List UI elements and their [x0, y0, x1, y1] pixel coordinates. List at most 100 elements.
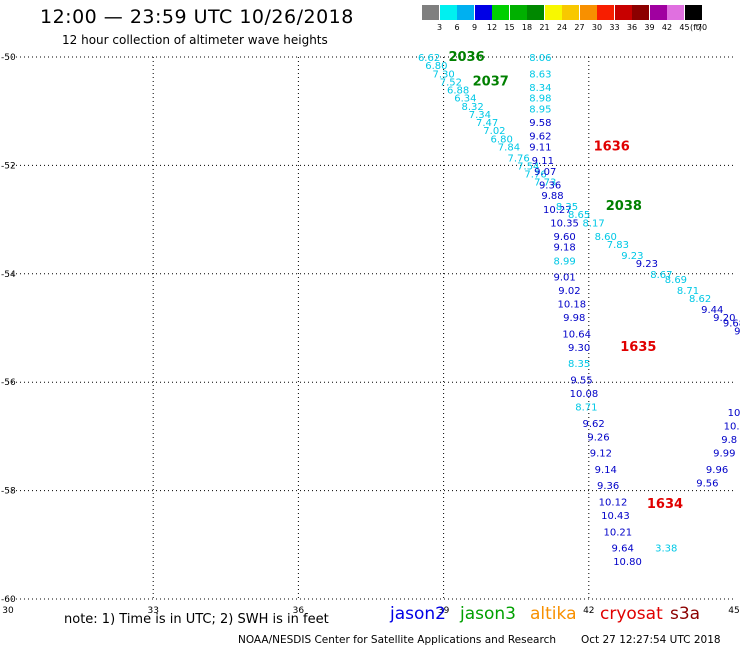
- track-label: 1635: [620, 340, 656, 355]
- data-point-label: 9.62: [583, 419, 605, 430]
- legend-label: 33: [609, 23, 620, 32]
- data-point-label: 9.44: [701, 305, 723, 316]
- legend-swatch: [509, 5, 527, 20]
- y-tick-label: -54: [1, 270, 16, 280]
- data-point-label: 3.38: [655, 544, 677, 555]
- legend-label: 70: [696, 23, 708, 32]
- data-point-label: 9.18: [553, 243, 575, 254]
- y-tick-label: -60: [1, 595, 16, 605]
- legend-swatch: [439, 5, 457, 20]
- data-point-label: 10.12: [599, 497, 628, 508]
- legend-swatch: [579, 5, 597, 20]
- data-point-label: 9.36: [539, 180, 561, 191]
- satellite-altika: altika: [530, 604, 577, 624]
- data-point-label: 10.43: [601, 511, 630, 522]
- legend-swatch: [614, 5, 632, 20]
- legend-swatch: [684, 5, 702, 20]
- legend-label: 6: [454, 23, 460, 32]
- data-point-label: 10.35: [550, 218, 579, 229]
- data-point-label: 10.08: [570, 389, 599, 400]
- data-point-label: 9.55: [570, 375, 592, 386]
- data-point-label: 8.34: [529, 83, 551, 94]
- legend-label: 39: [644, 23, 655, 32]
- data-point-label: 9.23: [621, 251, 643, 262]
- x-tick-label: 42: [583, 606, 594, 616]
- legend-swatch: [422, 5, 439, 20]
- data-point-label: 8.95: [529, 104, 551, 115]
- data-point-label: 9.8: [721, 435, 737, 446]
- data-point-label: 8.35: [568, 359, 590, 370]
- data-point-label: 7.76: [507, 153, 529, 164]
- data-point-label: 7.52: [440, 77, 462, 88]
- data-point-label: 10: [728, 408, 740, 419]
- track-label: 2036: [448, 50, 484, 65]
- satellite-cryosat: cryosat: [600, 604, 663, 624]
- data-point-label: 6.80: [491, 134, 513, 145]
- data-point-label: 8.63: [529, 69, 551, 80]
- track-label: 1634: [647, 497, 683, 512]
- legend-unit: (ft): [690, 23, 703, 32]
- data-point-label: 9.26: [587, 432, 609, 443]
- satellite-jason2: jason2: [390, 604, 446, 624]
- data-point-label: 8.67: [650, 270, 672, 281]
- data-point-label: 8.65: [568, 210, 590, 221]
- data-point-label: 7.30: [432, 69, 454, 80]
- data-point-label: 7.76: [524, 170, 546, 181]
- data-point-label: 9.62: [529, 132, 551, 143]
- data-point-label: 7.47: [476, 118, 498, 129]
- legend-label: 21: [539, 23, 550, 32]
- track-label: 2038: [606, 199, 642, 214]
- data-point-label: 8.71: [575, 403, 597, 414]
- data-point-label: 9.01: [553, 273, 575, 284]
- x-tick-label: 36: [293, 606, 305, 616]
- data-point-label: 9.60: [553, 232, 575, 243]
- satellite-s3a: s3a: [670, 604, 701, 624]
- legend-swatch: [562, 5, 579, 20]
- data-point-label: 7.02: [483, 126, 505, 137]
- data-point-label: 10.80: [613, 557, 642, 568]
- legend-label: 24: [556, 23, 568, 32]
- data-point-label: 8.35: [556, 202, 578, 213]
- legend-label: 27: [574, 23, 585, 32]
- y-tick-label: -52: [1, 161, 16, 171]
- legend-swatch: [457, 5, 474, 20]
- data-point-label: 8.32: [462, 102, 484, 113]
- data-point-label: 9.98: [563, 313, 585, 324]
- data-point-label: 9.64: [612, 544, 634, 555]
- data-point-label: 9.12: [590, 449, 612, 460]
- chart-title: 12:00 — 23:59 UTC 10/26/2018: [40, 6, 354, 28]
- legend-swatch: [667, 5, 684, 20]
- data-point-label: 9.96: [706, 465, 728, 476]
- data-point-label: 9.14: [595, 465, 617, 476]
- data-point-label: 9.58: [529, 118, 551, 129]
- legend-label: 12: [486, 23, 498, 32]
- credit-text: NOAA/NESDIS Center for Satellite Applica…: [238, 634, 556, 646]
- data-point-label: 9.30: [568, 343, 590, 354]
- y-tick-label: -50: [1, 53, 16, 63]
- legend-label: 42: [661, 23, 673, 32]
- legend-label: 30: [591, 23, 603, 32]
- data-point-label: 9.99: [713, 449, 735, 460]
- data-point-label: 7.84: [498, 142, 520, 153]
- data-point-label: 9.56: [696, 478, 718, 489]
- x-tick-label: 45: [728, 606, 739, 616]
- generated-timestamp: Oct 27 12:27:54 UTC 2018: [581, 634, 721, 646]
- data-point-label: 8.71: [677, 286, 699, 297]
- legend-label: 3: [436, 23, 443, 32]
- legend-swatch: [597, 5, 614, 20]
- data-point-label: 7.83: [607, 240, 629, 251]
- data-point-label: 9.36: [597, 481, 619, 492]
- legend-swatch: [492, 5, 509, 20]
- data-point-label: 9.11: [529, 142, 551, 153]
- data-point-label: 10.64: [562, 329, 591, 340]
- legend-swatch: [649, 5, 667, 20]
- x-tick-label: 33: [147, 606, 158, 616]
- y-tick-label: -58: [1, 487, 16, 497]
- track-label: 1636: [594, 139, 630, 154]
- legend-swatch: [544, 5, 562, 20]
- data-point-label: 9.88: [541, 191, 563, 202]
- legend-label: 18: [521, 23, 533, 32]
- data-point-label: 10.21: [604, 527, 633, 538]
- data-point-label: 7.54: [517, 161, 539, 172]
